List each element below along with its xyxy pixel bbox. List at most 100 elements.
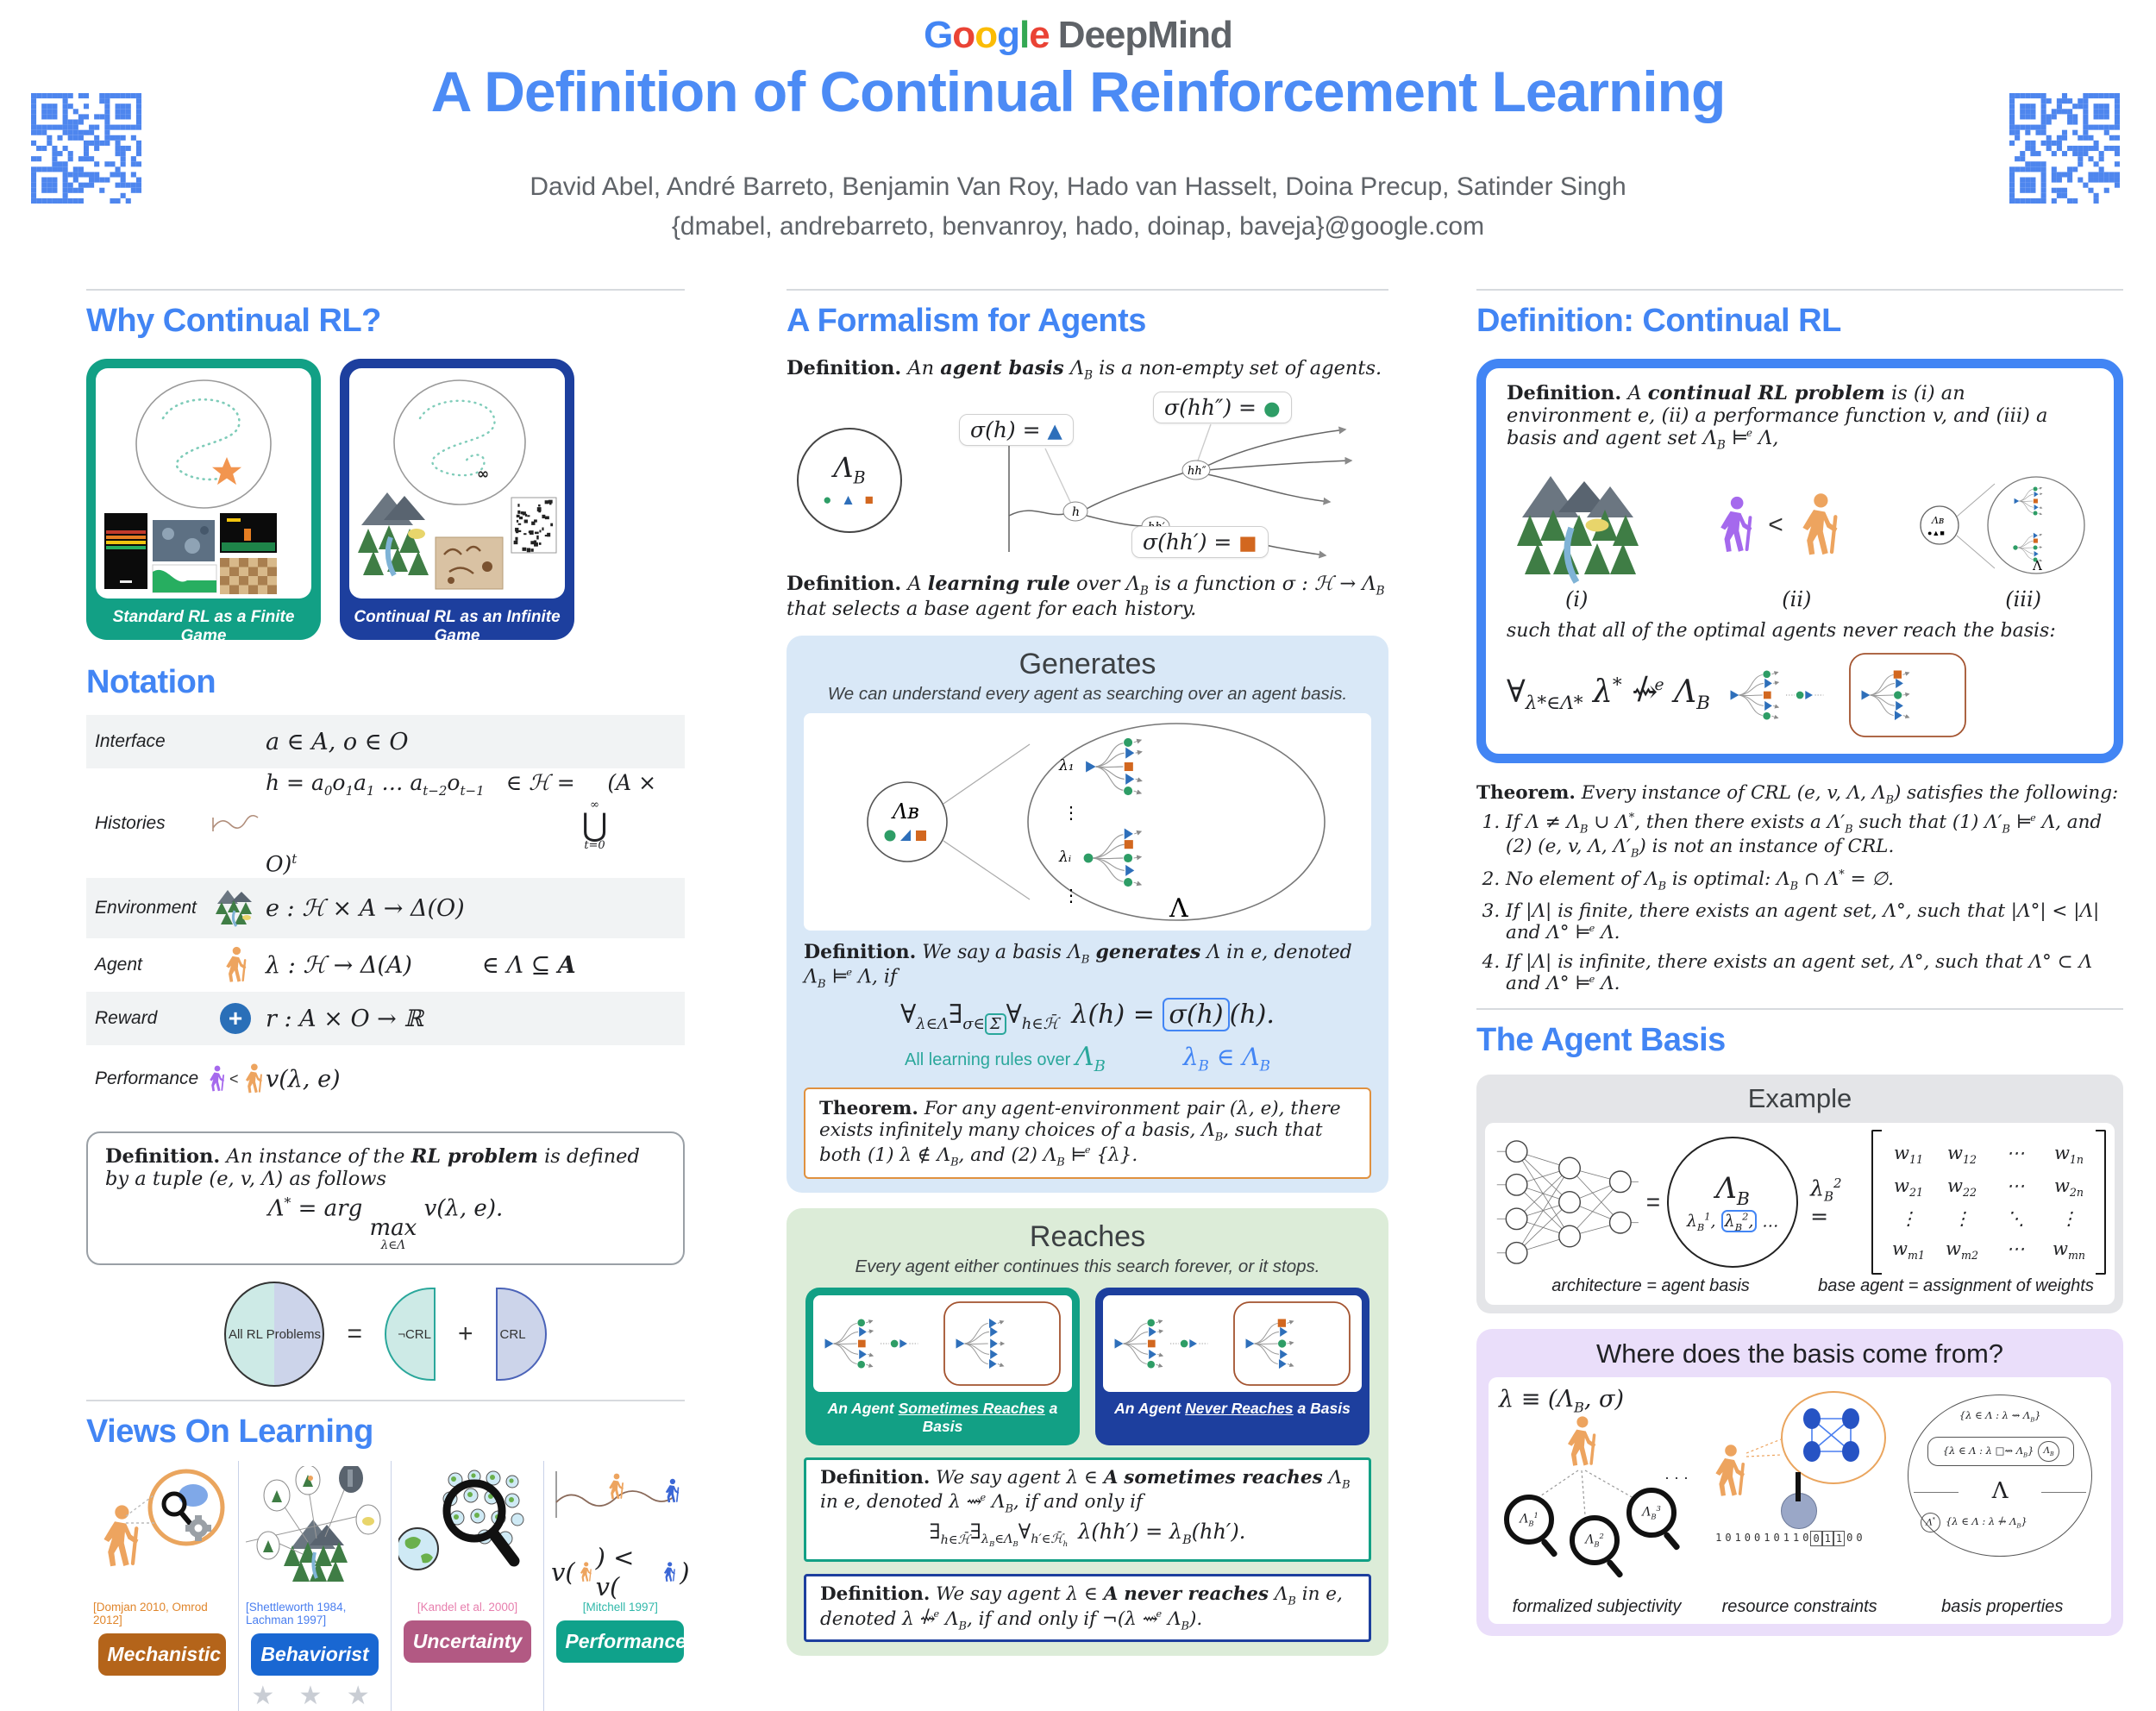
learning-rule-definition: Definition. A learning rule over ΛB is a… <box>787 572 1385 621</box>
generates-theorem-box: Theorem. For any agent-environment pair … <box>804 1087 1371 1179</box>
svg-text:λᵢ: λᵢ <box>1058 849 1071 866</box>
theorem-item-4: If |Λ| is infinite, there exists an agen… <box>1506 951 2123 994</box>
plus-sign: + <box>458 1319 473 1349</box>
orange-hiker-icon <box>577 1560 594 1584</box>
finite-game-diagram-icon <box>104 379 277 594</box>
svg-text:Λ: Λ <box>2032 558 2042 573</box>
base-agent-annotation: λB ∈ ΛB <box>1182 1043 1270 1075</box>
sigma-hh2-callout: σ(hh″) = ● <box>1153 391 1292 423</box>
learning-rule-diagram: h hh′ hh″ ΛB ● ▲ ■ σ(h) = ▲ σ(hh″) = ● σ… <box>787 386 1366 566</box>
rl-crl-venn: All RL Problems = ¬CRL + CRL <box>86 1282 685 1388</box>
generates-definition: Definition. We say a basis ΛB generates … <box>804 941 1352 992</box>
middle-column: A Formalism for Agents Definition. An ag… <box>787 289 1388 1656</box>
reward-plus-icon: + <box>205 1003 266 1035</box>
environment-forest-icon <box>205 888 266 928</box>
base-agents-list: λB1, λB2, … <box>1686 1210 1779 1233</box>
row-formula: a ∈ A, o ∈ O <box>266 728 409 755</box>
basis-origin-box: Where does the basis come from? λ ≡ (ΛB,… <box>1476 1329 2123 1636</box>
row-formula: r : A × O → ℝ <box>266 1005 423 1032</box>
never-reaches-card: An Agent Never Reaches a Basis <box>1095 1287 1369 1445</box>
not-crl-half: ¬CRL <box>385 1288 436 1382</box>
sometimes-definition-text: Definition. We say agent λ ∈ A sometimes… <box>820 1466 1351 1516</box>
behaviorist-stars: ★ ★ ★ <box>251 1682 379 1711</box>
equals-sign: = <box>1645 1188 1661 1215</box>
neural-network-icon <box>1496 1140 1639 1264</box>
sometimes-reaches-label: An Agent Sometimes Reaches a Basis <box>827 1399 1058 1435</box>
properties-caption: basis properties <box>1941 1597 2064 1616</box>
row-label: Environment <box>95 898 197 918</box>
crl-illustrations: < Λʙ ●▲■ Λ <box>1507 465 2093 586</box>
mechanistic-button: Mechanistic <box>98 1633 226 1677</box>
views-on-learning-heading: Views On Learning <box>86 1413 373 1451</box>
view-panel-uncertainty: [Kandel et al. 2000] Uncertainty <box>391 1461 543 1711</box>
basis-circle-small: ΛB <box>2038 1441 2059 1463</box>
equals-sign: = <box>347 1319 362 1349</box>
row-label: Performance <box>95 1069 199 1089</box>
svg-text:Λʙ: Λʙ <box>1931 515 1944 526</box>
view-panel-mechanistic: [Domjan 2010, Omrod 2012] Mechanistic <box>86 1461 238 1711</box>
basis-properties-ellipse: {λ ∈ Λ : λ ⇝ ΛB} {λ ∈ Λ : λ □⇝ ΛB} ΛB Λ … <box>1908 1394 2093 1557</box>
generates-panel: Generates We can understand every agent … <box>787 636 1388 1193</box>
continual-rl-definition: Definition. A continual RL problem is (i… <box>1507 382 2048 453</box>
basis-symbol: ΛB <box>1715 1171 1750 1209</box>
ellipsis: · · · <box>1664 1469 1689 1486</box>
crl-formula-row: ∀λ*∈Λ* λ* ⇝e ΛB <box>1507 647 2093 743</box>
notation-row-agent: Agent λ : ℋ → Δ(A) ∈ Λ ⊆ A <box>86 938 685 992</box>
reaches-subtitle: Every agent either continues this search… <box>855 1256 1320 1276</box>
generates-diagram: Λʙ λ₁ ⋮ λᵢ ⋮ Λ <box>867 723 1326 924</box>
svg-text:Λ: Λ <box>1169 893 1188 924</box>
matrix-lhs: λB2 = <box>1810 1175 1842 1230</box>
section-divider <box>86 1400 685 1402</box>
rl-problem-formula: Λ* = arg max λ∈Λ v(λ, e). <box>267 1195 504 1253</box>
deepmind-wordmark: DeepMind <box>1057 14 1233 56</box>
history-squiggle-icon <box>205 811 266 837</box>
example-captions: architecture = agent basis base agent = … <box>1495 1276 2106 1301</box>
subjectivity-caption: formalized subjectivity <box>1512 1597 1682 1616</box>
qr-code-right <box>2009 93 2120 204</box>
notation-heading: Notation <box>86 664 216 700</box>
continual-rl-definition-box: Definition. A continual RL problem is (i… <box>1476 359 2123 763</box>
never-set-row: Λ* {λ ∈ Λ : λ ⇝ ΛB} <box>1921 1513 2028 1532</box>
matrix-entries: w11 w12 ⋯ w1n w21 w22 ⋯ w2n ⋮ ⋮ ⋱ ⋮ wm1 wm2 ⋯ wmn <box>1892 1142 2086 1263</box>
poster-title: A Definition of Continual Reinforcement … <box>430 60 1727 123</box>
hiker-icon <box>1559 1415 1602 1469</box>
rl-problem-definition-text: Definition. An instance of the RL proble… <box>105 1145 640 1191</box>
finite-game-label: Standard RL as a Finite Game <box>112 608 295 640</box>
notation-table: Interface a ∈ A, o ∈ O Histories h = a0o… <box>86 715 685 1112</box>
crl-theorem: Theorem. Every instance of CRL (e, v, Λ,… <box>1476 782 2123 995</box>
right-column: Definition: Continual RL Definition. A c… <box>1476 289 2123 1636</box>
generates-formula: ∀λ∈Λ∃σ∈ Σ ∀h∈ℋ̄ λ(h) = σ(h) (h). <box>900 998 1275 1036</box>
sometimes-formula: ∃h∈ℋ̄∃λB∈ΛB∀h′∈ℋ̄h λ(hh′) = λB(hh′). <box>929 1519 1246 1550</box>
example-title: Example <box>1747 1083 1852 1113</box>
basis-label: ΛB <box>833 451 866 488</box>
basis-origin-title: Where does the basis come from? <box>1595 1338 2004 1369</box>
svg-text:⋮: ⋮ <box>1062 804 1080 823</box>
agent-basis-circle: ΛB ● ▲ ■ <box>797 427 902 533</box>
example-box: Example <box>1476 1075 2123 1313</box>
architecture-caption: architecture = agent basis <box>1551 1276 1750 1295</box>
row-label: Agent <box>95 955 142 975</box>
theorem-item-3: If |Λ| is finite, there exists an agent … <box>1506 900 2123 943</box>
formalized-subjectivity-column: λ ≡ (ΛB, σ) ΛB1 ΛB2 ΛB3 · · · formalized… <box>1495 1386 1698 1619</box>
reel-pole <box>1796 1472 1802 1501</box>
optimal-set-circle: Λ* <box>1921 1513 1940 1532</box>
performance-button: Performance <box>556 1620 686 1664</box>
notation-row-reward: Reward + r : A × O → ℝ <box>86 992 685 1046</box>
learning-rules-annotation: All learning rules over ΛB <box>905 1042 1106 1076</box>
hiker-icon <box>1707 1443 1752 1500</box>
never-reaches-diagram <box>1103 1294 1362 1392</box>
emails-line: {dmabel, andrebarreto, benvanroy, hado, … <box>671 212 1485 241</box>
infinite-game-diagram-icon: ∞ <box>358 379 557 590</box>
svg-text:λ₁: λ₁ <box>1058 757 1075 774</box>
performance-hikers-icon: < <box>205 1060 266 1098</box>
sometimes-reaches-card: An Agent Sometimes Reaches a Basis <box>805 1287 1080 1445</box>
notation-row-environment: Environment e : ℋ × A → Δ(O) <box>86 878 685 939</box>
crl-half: CRL <box>495 1288 547 1382</box>
performance-hikers: < <box>1711 492 1846 559</box>
divider-line <box>1914 1492 1959 1493</box>
sometimes-set: {λ ∈ Λ : λ ⇝ ΛB} <box>1959 1409 2041 1424</box>
basis-shapes: ● ▲ ■ <box>823 491 876 508</box>
svg-text:hh″: hh″ <box>1188 465 1206 478</box>
blue-hiker-icon <box>661 1560 678 1584</box>
